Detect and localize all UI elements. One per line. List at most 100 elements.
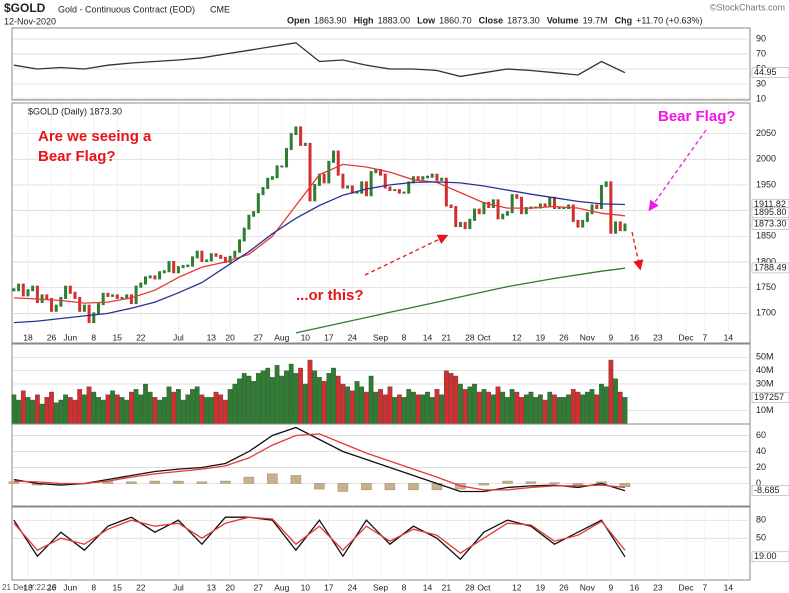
quote-value: +11.70 (+0.63%)	[636, 15, 702, 25]
price-bar	[618, 221, 622, 232]
last-value-label: 44.95	[754, 67, 777, 77]
series-line	[295, 267, 626, 334]
volume-bar	[16, 399, 21, 425]
y-tick-label: 1800	[756, 256, 776, 266]
x-tick-label: Jul	[173, 582, 184, 592]
price-bar	[379, 169, 383, 176]
volume-bar	[63, 394, 68, 425]
price-bar	[360, 181, 364, 194]
price-bar	[402, 191, 406, 194]
series-line	[13, 42, 626, 78]
price-bar	[120, 296, 124, 299]
x-tick-label: Oct	[477, 582, 491, 592]
panel-frame	[11, 506, 751, 581]
price-bar	[463, 221, 467, 230]
volume-bar	[147, 391, 153, 425]
x-tick-label: 26	[559, 582, 569, 592]
volume-bar	[359, 386, 365, 425]
volume-bar	[312, 370, 318, 425]
series-line	[13, 163, 626, 304]
volume-bar	[157, 399, 162, 425]
price-bar	[327, 160, 331, 184]
price-bar	[317, 173, 321, 186]
x-tick-label: 22	[136, 332, 146, 342]
price-bar	[308, 142, 312, 202]
price-bar	[599, 184, 603, 210]
volume-bar	[528, 391, 534, 425]
y-tick-label: 1950	[756, 179, 776, 189]
histogram-bar	[408, 483, 419, 491]
price-bar	[393, 189, 397, 192]
volume-bar	[44, 397, 50, 425]
volume-bar	[443, 370, 449, 425]
price-bar	[614, 221, 618, 234]
quote-value: 1860.70	[439, 15, 472, 25]
y-tick-label: 30	[756, 78, 766, 88]
price-bar	[153, 275, 157, 280]
volume-bar	[523, 394, 529, 425]
price-bar	[64, 285, 68, 299]
price-bar	[223, 256, 227, 263]
x-tick-label: 7	[703, 332, 708, 342]
price-bar	[233, 250, 237, 258]
price-bar	[200, 250, 204, 262]
last-value-box	[751, 551, 789, 563]
price-bar	[562, 207, 566, 210]
price-bar	[501, 213, 505, 220]
annotation: ...or this?	[296, 287, 364, 304]
volume-bar	[288, 363, 294, 425]
price-bar	[332, 150, 336, 163]
volume-bar	[39, 403, 45, 425]
volume-bar	[519, 397, 524, 425]
histogram-bar	[525, 481, 537, 484]
price-bar	[68, 285, 72, 294]
volume-bar	[119, 397, 125, 425]
panel-frame	[11, 27, 751, 101]
y-tick-label: 1700	[756, 308, 776, 318]
x-tick-label: 20	[225, 582, 235, 592]
volume-bar	[86, 386, 92, 425]
last-value-label: 1788.49	[754, 262, 787, 272]
volume-bar	[453, 375, 459, 425]
volume-bar	[462, 389, 468, 425]
x-tick-label: 9	[608, 582, 613, 592]
volume-bar	[265, 367, 271, 425]
x-tick-label: 20	[225, 332, 235, 342]
price-bar	[303, 142, 307, 146]
price-bar	[148, 275, 152, 279]
x-tick-label: 27	[254, 582, 264, 592]
volume-bar	[129, 391, 134, 425]
price-bar	[205, 259, 209, 262]
price-bar	[247, 214, 251, 230]
x-tick-label: 10	[301, 582, 311, 592]
arrow	[631, 231, 644, 271]
volume-bar	[25, 397, 31, 425]
volume-bar	[124, 399, 130, 425]
volume-bar	[368, 375, 374, 425]
volume-bar	[415, 394, 421, 425]
volume-bar	[589, 389, 595, 425]
volume-bar	[580, 394, 586, 425]
y-tick-label: 70	[756, 48, 766, 58]
price-bar	[285, 147, 289, 168]
x-tick-label: 27	[254, 332, 264, 342]
y-tick-label: 80	[756, 515, 766, 525]
y-tick-label: 1750	[756, 282, 776, 292]
volume-bar	[434, 389, 440, 425]
price-bar	[26, 289, 30, 297]
x-tick-label: 12	[512, 582, 522, 592]
x-tick-label: 13	[207, 332, 217, 342]
histogram-bar	[196, 481, 208, 484]
price-bar	[426, 175, 430, 179]
price-bar	[17, 283, 21, 292]
quote-value: 1883.00	[378, 15, 411, 25]
price-bar	[313, 183, 317, 202]
volume-bar	[345, 386, 350, 425]
volume-bar	[476, 391, 482, 425]
volume-bar	[232, 383, 238, 425]
y-tick-label: 2050	[756, 128, 776, 138]
x-tick-label: 26	[47, 332, 57, 342]
price-bar	[336, 150, 340, 176]
volume-bar	[411, 391, 416, 425]
price-bar	[350, 185, 354, 194]
